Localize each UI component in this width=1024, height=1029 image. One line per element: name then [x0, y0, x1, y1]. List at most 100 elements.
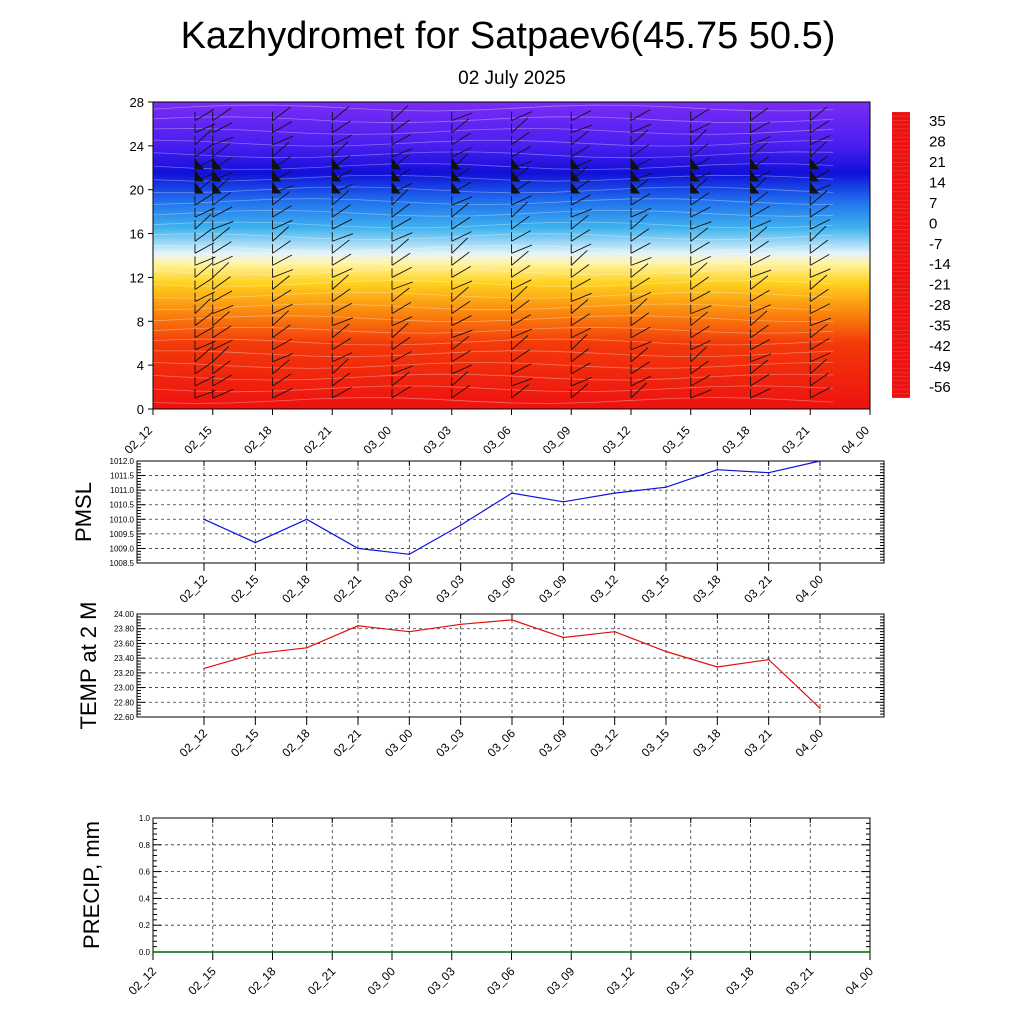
data-point [408, 630, 411, 633]
wind-barb [750, 156, 770, 170]
wind-barb [869, 220, 870, 230]
data-point [665, 650, 667, 653]
contour-line [153, 385, 834, 393]
contour-line [153, 151, 834, 159]
x-tick-label: 02_21 [301, 423, 335, 457]
contour-line [153, 127, 834, 135]
data-point [767, 471, 770, 474]
wind-barb [451, 196, 473, 206]
wind-barb [750, 275, 769, 290]
wind-barb [331, 218, 353, 230]
wind-barb [511, 335, 529, 351]
wind-barb [194, 123, 216, 134]
wind-barb [511, 363, 532, 375]
wind-barb [511, 157, 533, 170]
data-point [809, 951, 812, 953]
wind-barb [570, 145, 591, 158]
wind-barb [212, 177, 230, 194]
wind-barb [451, 181, 472, 194]
data-point [767, 658, 770, 661]
data-point [459, 623, 462, 626]
wind-barb [511, 376, 533, 387]
y-tick-label: 0.0 [139, 948, 151, 957]
data-point [357, 625, 359, 627]
wind-barb [212, 360, 231, 375]
x-tick-label: 03_15 [639, 572, 673, 606]
wind-barb [869, 181, 870, 194]
y-tick-label: 0.4 [139, 894, 151, 903]
chart-title: Kazhydromet for Satpaev6(45.75 50.5) [181, 15, 836, 57]
wind-barb [391, 181, 412, 194]
wind-barb [212, 262, 230, 278]
x-tick-label: 03_09 [540, 423, 574, 457]
wind-barb [391, 147, 413, 158]
wind-barb [391, 232, 413, 242]
colorbar-label: 28 [929, 133, 946, 150]
y-axis-title: PRECIP, mm [79, 821, 104, 949]
wind-barb [869, 389, 870, 399]
wind-barb [750, 373, 770, 387]
wind-barb [272, 289, 292, 302]
y-tick-label: 4 [137, 358, 144, 373]
y-tick-label: 1012.0 [110, 457, 135, 466]
wind-barb [511, 279, 532, 290]
wind-barb [331, 302, 352, 315]
wind-barb [272, 226, 290, 242]
wind-barb [272, 352, 294, 363]
wind-barb [511, 314, 531, 327]
x-tick-label: 03_09 [536, 726, 570, 760]
wind-barb [511, 146, 532, 158]
wind-barb [272, 268, 294, 278]
wind-barb [511, 215, 530, 230]
wind-barb [212, 227, 231, 242]
wind-barb [391, 386, 411, 399]
colorbar-label: -14 [929, 256, 951, 273]
wind-barb [570, 278, 591, 290]
wind-barb [869, 304, 870, 314]
wind-barb [630, 144, 650, 158]
contour-line [153, 280, 834, 287]
wind-barb [750, 107, 769, 122]
data-point [451, 951, 453, 953]
data-point [203, 518, 205, 521]
wind-barb [391, 351, 412, 363]
wind-barb [750, 177, 767, 194]
wind-barb [690, 311, 709, 327]
wind-barb [451, 286, 469, 302]
wind-barb [750, 352, 772, 363]
wind-barb [212, 311, 230, 327]
data-point [254, 652, 257, 655]
x-tick-label: 02_18 [241, 423, 275, 457]
x-tick-label: 04_00 [793, 726, 827, 760]
wind-barb [750, 240, 769, 254]
wind-barb [194, 143, 214, 158]
x-tick-label: 02_12 [177, 726, 211, 760]
x-tick-label: 02_21 [331, 726, 365, 760]
wind-barb [869, 364, 870, 374]
contour-line [153, 104, 834, 112]
wind-barb [511, 166, 529, 182]
wind-barb [750, 310, 768, 327]
wind-barb [809, 254, 830, 266]
wind-barb [451, 335, 470, 351]
wind-barb [451, 350, 471, 363]
wind-barb [331, 372, 351, 387]
wind-barb [272, 240, 291, 254]
wind-barb [511, 244, 533, 254]
wind-barb [451, 111, 473, 122]
x-tick-label: 03_12 [600, 423, 634, 457]
wind-barb [630, 228, 650, 242]
colorbar-label: -28 [929, 297, 951, 314]
x-tick-label: 02_21 [331, 572, 365, 606]
y-tick-label: 28 [130, 95, 144, 110]
wind-barb [750, 359, 768, 375]
wind-barb [391, 168, 411, 182]
wind-barb [570, 292, 592, 302]
wind-barb [194, 262, 213, 278]
wind-barb [869, 169, 870, 182]
x-tick-label: 02_12 [122, 423, 156, 457]
wind-barb [570, 299, 589, 314]
x-tick-label: 02_21 [305, 964, 339, 998]
wind-barb [630, 207, 652, 218]
wind-barb [869, 111, 870, 121]
